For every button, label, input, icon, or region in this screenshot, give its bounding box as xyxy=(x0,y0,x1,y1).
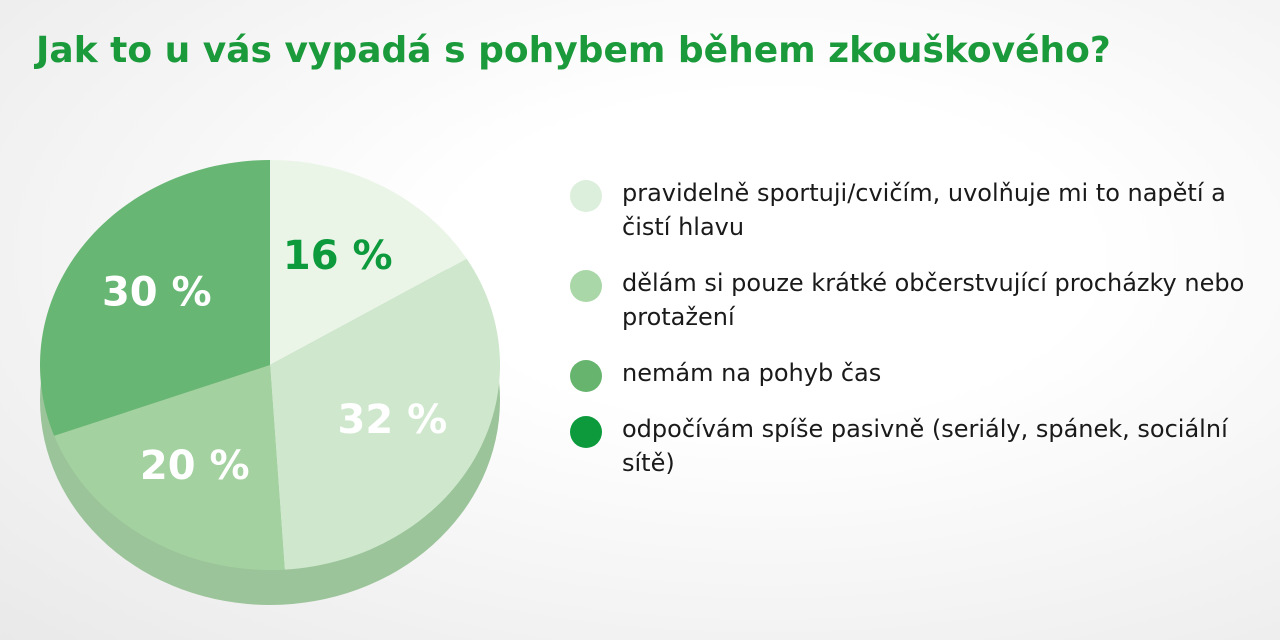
pie-slice xyxy=(54,365,285,570)
pie-slice xyxy=(270,160,467,365)
legend-marker xyxy=(570,270,602,302)
pie-slice xyxy=(270,258,500,570)
data-label: 16 % xyxy=(283,233,393,279)
chart-title: Jak to u vás vypadá s pohybem během zkou… xyxy=(36,30,1111,71)
legend-label: pravidelně sportuji/cvičím, uvolňuje mi … xyxy=(622,179,1226,241)
legend-label: nemám na pohyb čas xyxy=(622,359,882,387)
legend-marker xyxy=(570,416,602,448)
data-label: 30 % xyxy=(102,270,212,316)
legend-item: odpočívám spíše pasivně (seriály, spánek… xyxy=(570,412,1250,480)
legend-label: dělám si pouze krátké občerstvující proc… xyxy=(622,269,1245,331)
legend-marker xyxy=(570,360,602,392)
legend-item: nemám na pohyb čas xyxy=(570,356,1250,392)
legend-marker xyxy=(570,180,602,212)
legend-item: dělám si pouze krátké občerstvující proc… xyxy=(570,266,1250,334)
pie-slice xyxy=(39,160,270,436)
data-label: 20 % xyxy=(140,443,250,489)
data-label: 32 % xyxy=(338,397,448,443)
legend: pravidelně sportuji/cvičím, uvolňuje mi … xyxy=(570,176,1250,502)
legend-label: odpočívám spíše pasivně (seriály, spánek… xyxy=(622,415,1228,477)
legend-item: pravidelně sportuji/cvičím, uvolňuje mi … xyxy=(570,176,1250,244)
